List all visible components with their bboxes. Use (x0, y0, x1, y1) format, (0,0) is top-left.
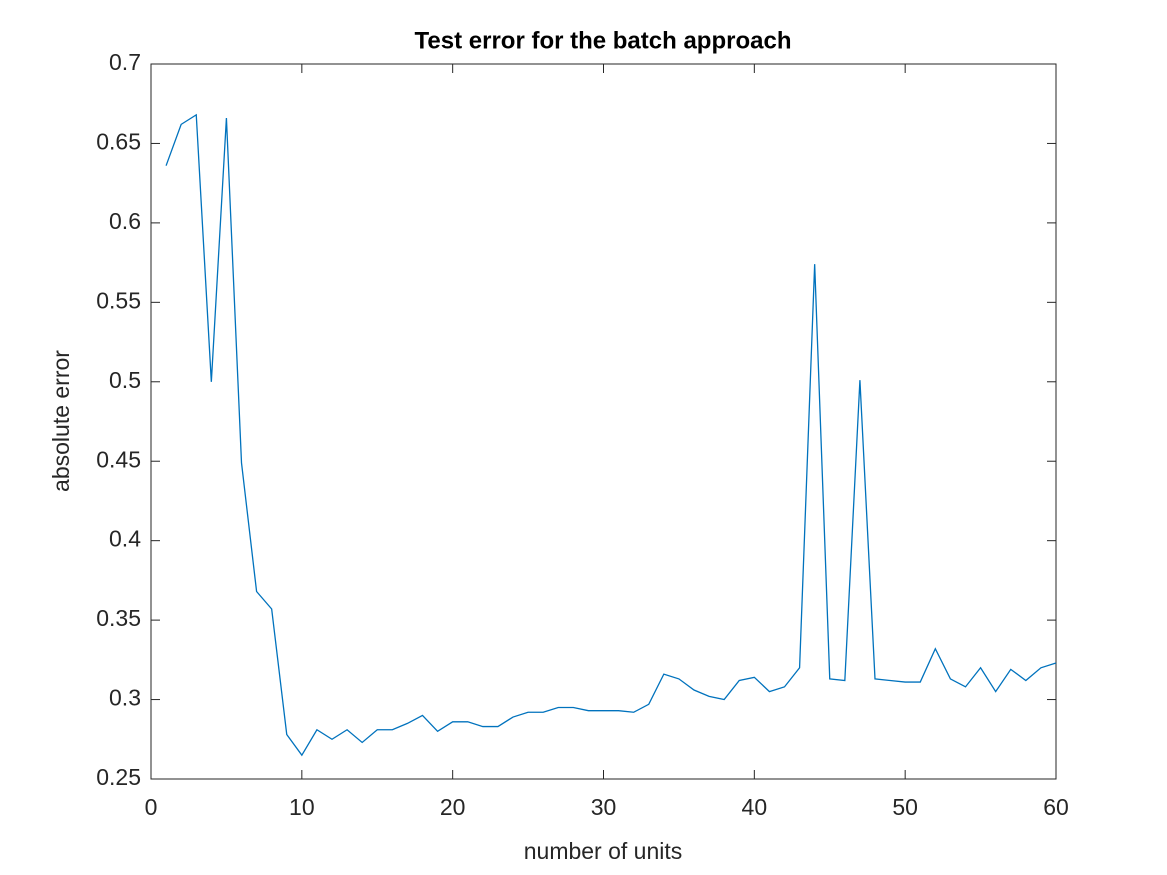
x-tick-label: 30 (591, 794, 617, 820)
data-line (165, 113, 1057, 757)
x-tick-label: 50 (892, 794, 918, 820)
y-tick-label: 0.55 (96, 287, 141, 313)
y-tick-label: 0.7 (109, 49, 141, 75)
x-tick-label: 40 (742, 794, 768, 820)
x-tick-label: 0 (145, 794, 158, 820)
y-tick-label: 0.25 (96, 764, 141, 790)
chart-title: Test error for the batch approach (415, 27, 792, 54)
x-tick-label: 60 (1043, 794, 1069, 820)
y-tick-label: 0.35 (96, 605, 141, 631)
x-tick-label: 10 (289, 794, 315, 820)
y-axis-label: absolute error (48, 350, 74, 492)
y-tick-label: 0.65 (96, 129, 141, 155)
y-tick-label: 0.4 (109, 526, 141, 552)
y-tick-label: 0.6 (109, 208, 141, 234)
y-tick-label: 0.45 (96, 446, 141, 472)
y-tick-label: 0.3 (109, 685, 141, 711)
x-axis-label: number of units (524, 838, 683, 864)
x-tick-label: 20 (440, 794, 466, 820)
y-tick-label: 0.5 (109, 367, 141, 393)
axes-box (150, 63, 1057, 780)
